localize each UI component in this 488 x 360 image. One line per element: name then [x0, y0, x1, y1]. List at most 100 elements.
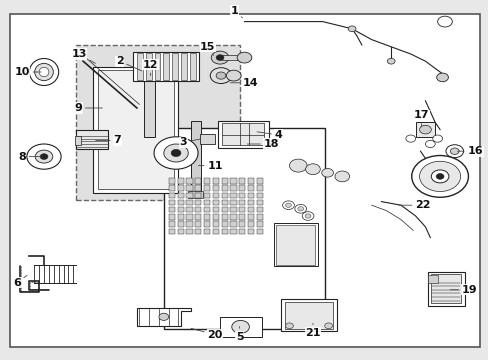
- Bar: [186, 178, 192, 184]
- Bar: [186, 193, 192, 198]
- Text: 15: 15: [200, 42, 215, 55]
- Bar: [247, 200, 254, 205]
- Bar: [195, 185, 201, 191]
- Bar: [230, 178, 236, 184]
- Circle shape: [347, 26, 355, 32]
- Bar: [256, 185, 263, 191]
- Bar: [212, 229, 219, 234]
- Bar: [186, 214, 192, 220]
- Text: 8: 8: [18, 152, 41, 162]
- Ellipse shape: [29, 59, 59, 86]
- Bar: [256, 207, 263, 212]
- Circle shape: [297, 207, 303, 211]
- Bar: [230, 214, 236, 220]
- Bar: [181, 53, 186, 80]
- Text: 10: 10: [14, 67, 41, 77]
- Bar: [177, 221, 183, 227]
- Text: 2: 2: [116, 56, 142, 71]
- Circle shape: [40, 154, 48, 159]
- Bar: [203, 221, 210, 227]
- Bar: [415, 122, 434, 137]
- Ellipse shape: [39, 67, 49, 77]
- Bar: [186, 229, 192, 234]
- Bar: [256, 178, 263, 184]
- Circle shape: [324, 323, 332, 329]
- Bar: [137, 53, 142, 80]
- Bar: [203, 185, 210, 191]
- Bar: [212, 221, 219, 227]
- Bar: [217, 121, 268, 148]
- Bar: [203, 214, 210, 220]
- Text: 7: 7: [96, 135, 121, 145]
- Text: 11: 11: [198, 161, 223, 171]
- Bar: [172, 53, 178, 80]
- Bar: [430, 274, 460, 303]
- Circle shape: [154, 137, 198, 169]
- Circle shape: [305, 164, 320, 175]
- Circle shape: [231, 320, 249, 333]
- Bar: [212, 193, 219, 198]
- Text: 17: 17: [413, 110, 428, 127]
- Bar: [256, 193, 263, 198]
- Circle shape: [211, 51, 228, 64]
- Bar: [284, 302, 333, 329]
- Bar: [186, 200, 192, 205]
- Circle shape: [436, 73, 447, 82]
- Bar: [239, 178, 245, 184]
- Circle shape: [289, 159, 306, 172]
- Text: 18: 18: [247, 139, 279, 149]
- Bar: [247, 229, 254, 234]
- Bar: [188, 191, 203, 198]
- Circle shape: [437, 16, 451, 27]
- Circle shape: [449, 148, 458, 154]
- Bar: [221, 229, 227, 234]
- Bar: [212, 200, 219, 205]
- Bar: [177, 229, 183, 234]
- Circle shape: [163, 144, 188, 162]
- Bar: [203, 200, 210, 205]
- Text: 19: 19: [449, 285, 476, 295]
- Bar: [427, 275, 437, 283]
- Circle shape: [302, 212, 313, 220]
- Circle shape: [445, 145, 463, 158]
- Bar: [230, 229, 236, 234]
- Bar: [168, 207, 175, 212]
- Bar: [247, 193, 254, 198]
- Bar: [93, 67, 178, 193]
- Bar: [195, 229, 201, 234]
- Bar: [200, 134, 215, 144]
- Bar: [427, 272, 464, 306]
- Circle shape: [405, 135, 415, 142]
- Bar: [203, 193, 210, 198]
- Bar: [168, 185, 175, 191]
- Bar: [186, 207, 192, 212]
- Bar: [98, 70, 173, 189]
- Bar: [256, 221, 263, 227]
- Circle shape: [282, 201, 294, 210]
- Circle shape: [216, 55, 224, 60]
- Bar: [221, 178, 227, 184]
- Bar: [168, 178, 175, 184]
- Bar: [133, 52, 199, 81]
- Bar: [239, 200, 245, 205]
- Bar: [247, 207, 254, 212]
- Bar: [230, 207, 236, 212]
- Bar: [195, 200, 201, 205]
- Bar: [168, 193, 175, 198]
- Circle shape: [210, 68, 231, 84]
- Bar: [276, 225, 315, 265]
- Circle shape: [285, 203, 291, 207]
- Bar: [239, 229, 245, 234]
- Bar: [230, 200, 236, 205]
- Bar: [256, 214, 263, 220]
- Bar: [221, 207, 227, 212]
- Bar: [203, 207, 210, 212]
- Bar: [239, 185, 245, 191]
- Bar: [273, 223, 317, 266]
- Text: 6: 6: [13, 275, 27, 288]
- Bar: [195, 207, 201, 212]
- Bar: [230, 221, 236, 227]
- Bar: [195, 178, 201, 184]
- Bar: [189, 53, 195, 80]
- Bar: [239, 214, 245, 220]
